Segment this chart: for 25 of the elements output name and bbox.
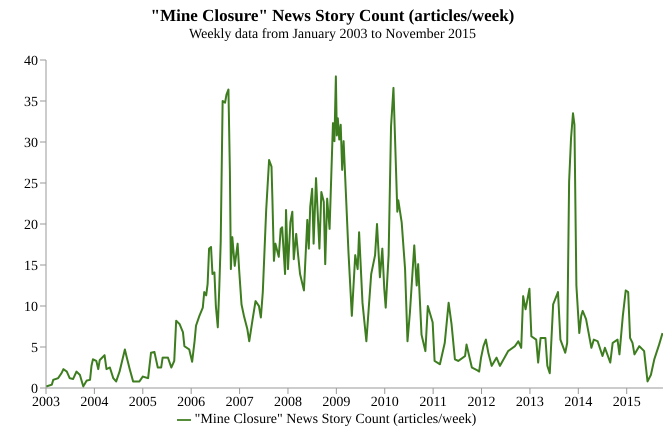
x-tick-label: 2003	[32, 394, 60, 410]
y-tick-label: 30	[24, 136, 38, 151]
x-tick-label: 2005	[128, 394, 157, 410]
y-tick-label: 20	[24, 218, 38, 233]
x-tick-label: 2015	[612, 394, 641, 410]
chart-title: "Mine Closure" News Story Count (articles/week)	[150, 5, 516, 26]
x-tick-label: 2011	[419, 394, 447, 410]
y-tick-label: 10	[24, 300, 38, 315]
x-tick-label: 2006	[177, 394, 206, 410]
y-tick-label: 40	[24, 54, 38, 69]
x-tick-label: 2010	[370, 394, 399, 410]
x-tick-label: 2013	[516, 394, 544, 410]
x-tick-label: 2008	[274, 394, 302, 410]
x-tick-label: 2014	[564, 394, 592, 410]
legend-label: "Mine Closure" News Story Count (articles/week)	[194, 412, 476, 427]
x-tick-label: 2009	[322, 394, 350, 410]
y-tick-label: 5	[31, 340, 38, 356]
x-tick-label: 2012	[468, 394, 496, 410]
y-tick-label: 15	[24, 258, 38, 274]
chart-subtitle: Weekly data from January 2003 to November 2015	[188, 26, 477, 44]
x-tick-label: 2007	[226, 394, 254, 410]
x-tick-label: 2004	[80, 394, 108, 410]
y-tick-label: 0	[31, 382, 38, 397]
y-tick-label: 35	[24, 94, 38, 110]
y-tick-label: 25	[24, 176, 38, 192]
